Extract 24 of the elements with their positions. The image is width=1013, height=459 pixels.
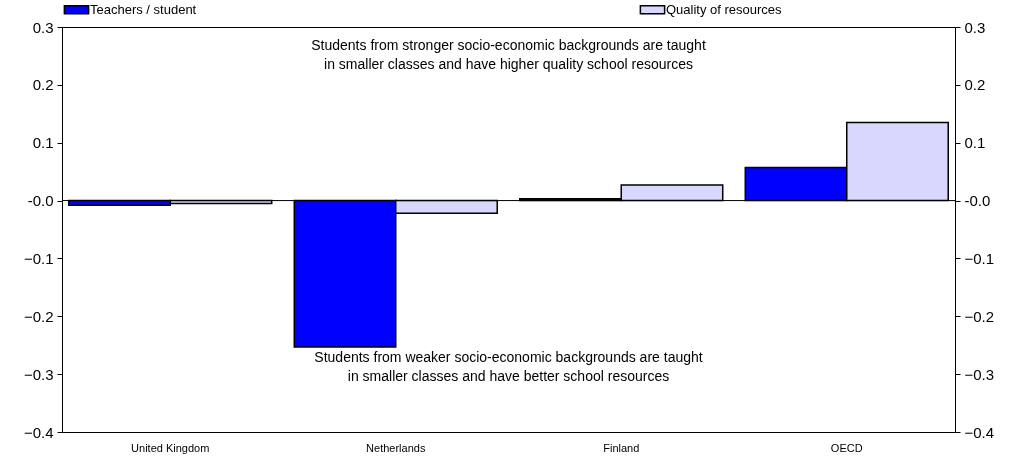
x-tick-label: OECD bbox=[830, 441, 863, 454]
y2-tick-label: −0.2 bbox=[964, 307, 995, 325]
y-tick-label: −0.1 bbox=[23, 249, 54, 267]
y-tick-label: −0.3 bbox=[23, 365, 54, 383]
y-tick-label: −0.2 bbox=[23, 307, 54, 325]
y2-tick-label: 0.1 bbox=[964, 134, 986, 152]
legend-label: Teachers / student bbox=[90, 1, 197, 17]
y-tick-label: 0.3 bbox=[32, 18, 54, 36]
y-tick-label: −0.4 bbox=[23, 423, 54, 441]
y-tick-label: 0.2 bbox=[32, 76, 54, 94]
y-tick-label: 0.1 bbox=[32, 134, 54, 152]
y2-tick-label: 0.3 bbox=[964, 18, 986, 36]
y2-tick-label: −0.3 bbox=[964, 365, 995, 383]
y2-tick-label: 0.2 bbox=[964, 76, 986, 94]
y2-tick-label: −0.1 bbox=[964, 249, 995, 267]
y-tick-label: -0.0 bbox=[27, 192, 54, 210]
annotation: Students from weaker socio-economic backgrounds are taught in smaller classes and have better school resources bbox=[314, 349, 703, 384]
x-tick-label: Finland bbox=[603, 441, 640, 454]
legend-label: Quality of resources bbox=[666, 1, 783, 17]
x-tick-label: United Kingdom bbox=[131, 441, 210, 454]
annotation: Students from stronger socio-economic backgrounds are taught in smaller classes and have higher quality school resources bbox=[311, 37, 706, 73]
y2-tick-label: −0.4 bbox=[964, 423, 995, 441]
y2-tick-label: -0.0 bbox=[964, 192, 991, 210]
x-tick-label: Netherlands bbox=[366, 441, 426, 454]
